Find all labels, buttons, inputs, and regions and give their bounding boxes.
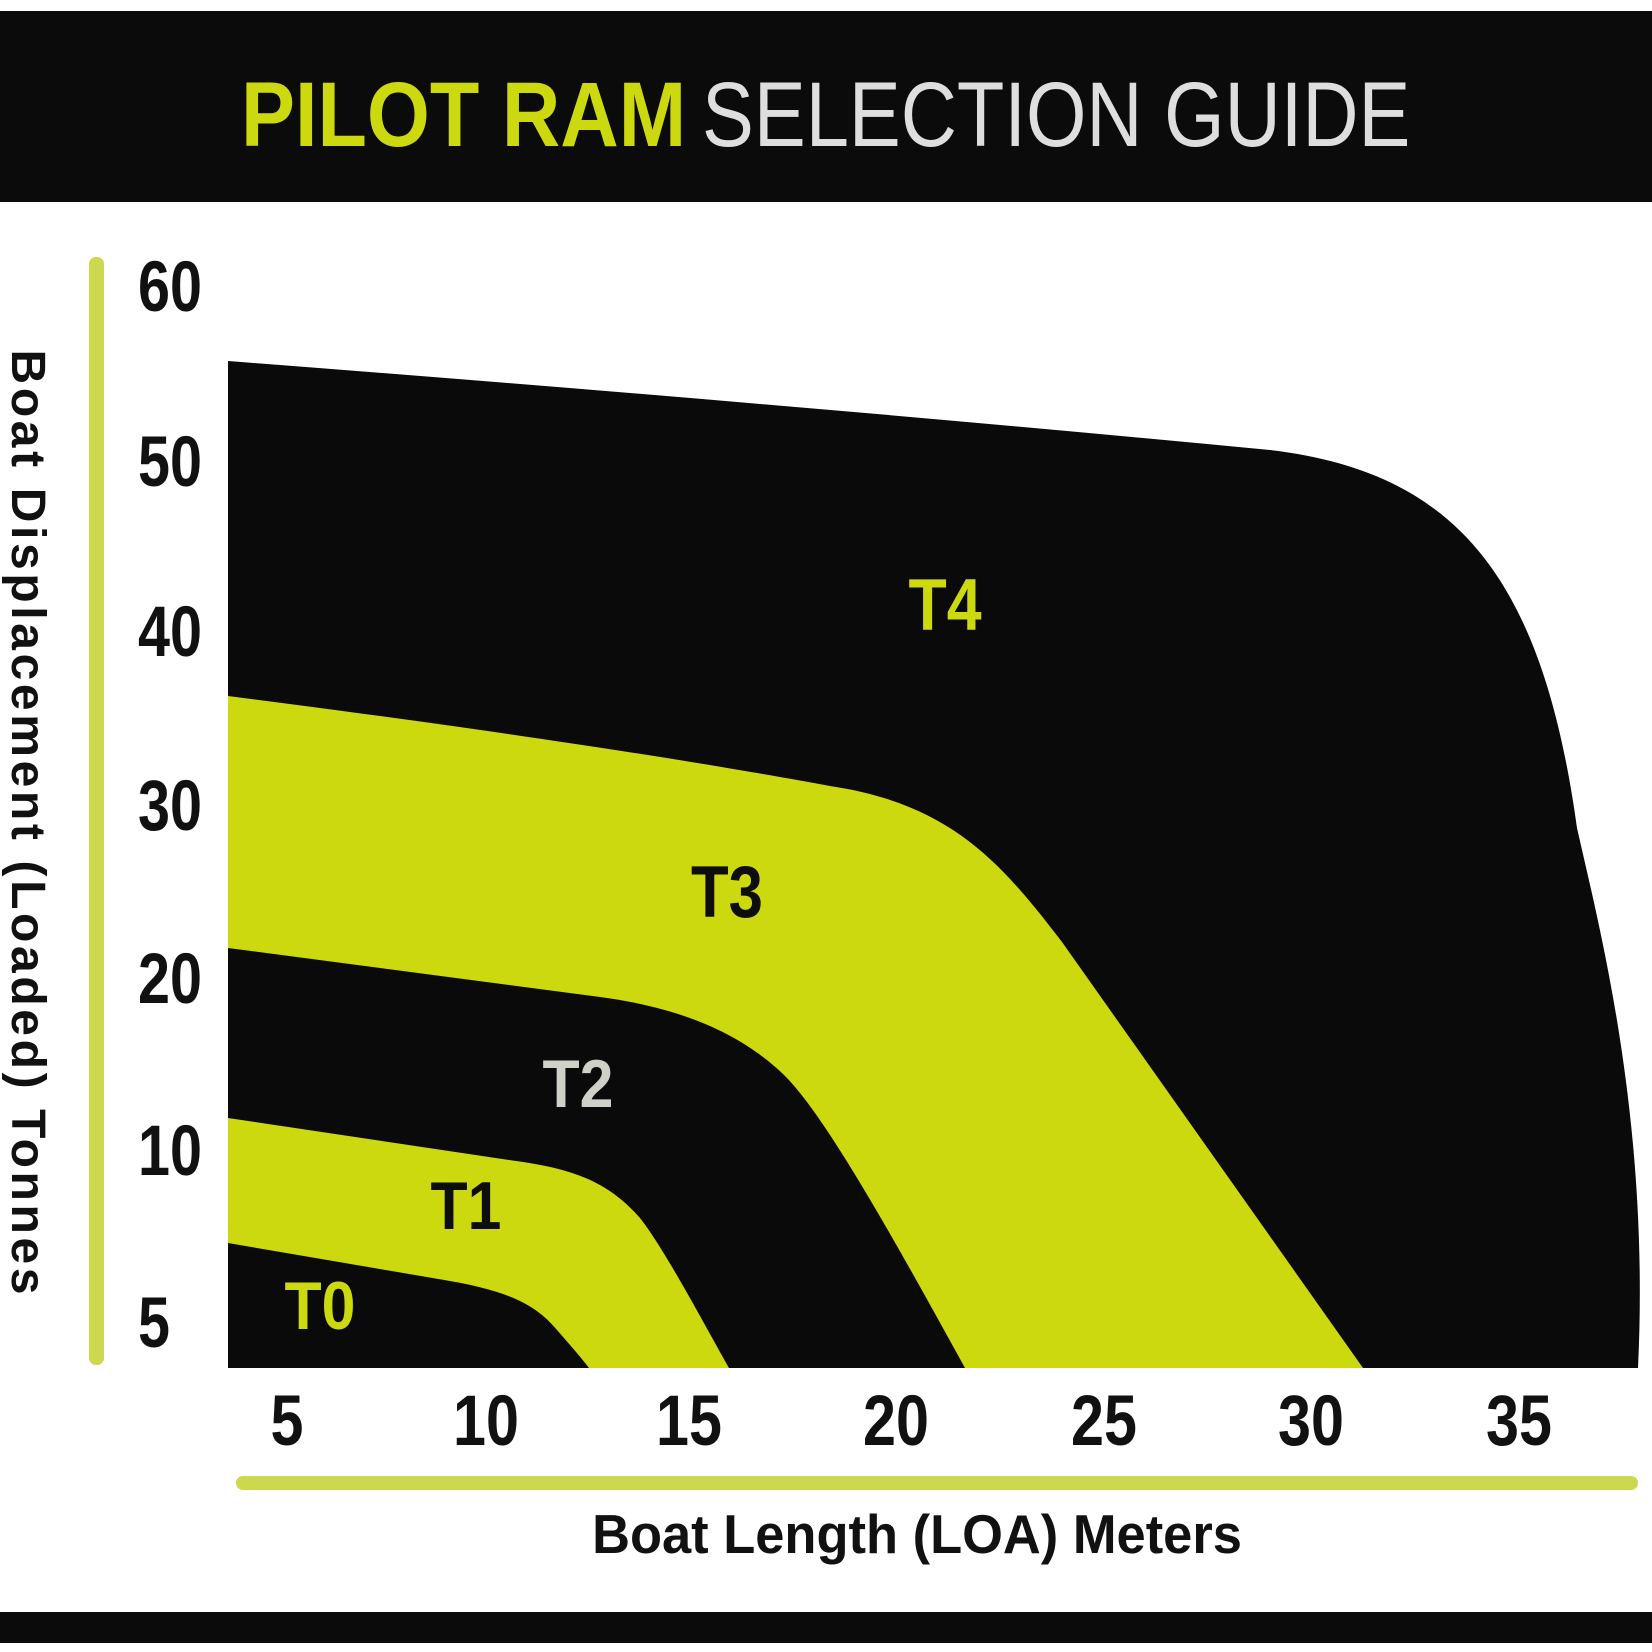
svg-text:PILOT RAM: PILOT RAM (241, 64, 686, 166)
svg-text:Boat Length (LOA) Meters: Boat Length (LOA) Meters (592, 1504, 1242, 1565)
svg-text:Boat Displacement (Loaded) Ton: Boat Displacement (Loaded) Tonnes (1, 350, 54, 1295)
svg-text:20: 20 (863, 1381, 929, 1460)
svg-text:30: 30 (138, 766, 202, 845)
svg-text:T0: T0 (285, 1268, 356, 1344)
svg-text:40: 40 (138, 592, 202, 671)
svg-text:T2: T2 (543, 1046, 614, 1122)
svg-text:10: 10 (453, 1381, 519, 1460)
svg-text:5: 5 (271, 1381, 304, 1460)
svg-text:60: 60 (138, 247, 202, 326)
svg-text:T3: T3 (691, 852, 763, 933)
svg-text:T1: T1 (431, 1168, 502, 1244)
svg-text:10: 10 (138, 1111, 202, 1190)
svg-text:5: 5 (138, 1283, 170, 1362)
svg-text:20: 20 (138, 939, 202, 1018)
svg-text:15: 15 (656, 1381, 722, 1460)
svg-text:25: 25 (1071, 1381, 1137, 1460)
svg-text:50: 50 (138, 422, 202, 501)
svg-text:35: 35 (1486, 1381, 1552, 1460)
svg-text:30: 30 (1278, 1381, 1344, 1460)
svg-text:SELECTION GUIDE: SELECTION GUIDE (702, 64, 1410, 167)
svg-text:T4: T4 (908, 564, 981, 646)
